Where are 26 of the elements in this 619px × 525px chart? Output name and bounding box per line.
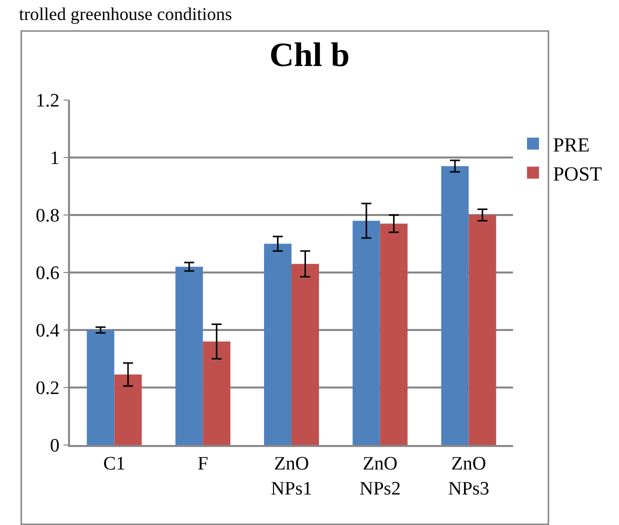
x-tick-label: F bbox=[198, 454, 208, 475]
chart-title: Chl b bbox=[269, 36, 350, 74]
x-tick-label: ZnO NPs3 bbox=[448, 454, 490, 500]
bar bbox=[352, 220, 380, 445]
y-tick-label: 0 bbox=[50, 436, 60, 457]
bar bbox=[114, 374, 142, 445]
legend-label: POST bbox=[553, 163, 602, 186]
x-tick-label: ZnO NPs1 bbox=[270, 454, 312, 500]
bar bbox=[292, 264, 319, 445]
text: trolled greenhouse conditions bbox=[19, 4, 232, 24]
x-tick-label: ZnO NPs2 bbox=[360, 454, 401, 500]
y-tick-label: 0.6 bbox=[36, 263, 60, 284]
bar bbox=[86, 330, 114, 445]
x-tick-label: C1 bbox=[103, 454, 126, 475]
bar bbox=[380, 224, 408, 445]
bar bbox=[175, 266, 203, 445]
y-tick-label: 0.2 bbox=[36, 378, 60, 400]
y-tick-label: 1 bbox=[50, 148, 60, 170]
bar bbox=[441, 166, 469, 445]
legend-label: PRE bbox=[553, 134, 590, 156]
y-tick-label: 1.2 bbox=[36, 90, 60, 112]
bar bbox=[202, 342, 230, 445]
y-tick-label: 0.8 bbox=[36, 206, 60, 227]
bar bbox=[264, 244, 292, 445]
y-tick-label: 0.4 bbox=[36, 320, 60, 342]
bar bbox=[468, 215, 496, 445]
